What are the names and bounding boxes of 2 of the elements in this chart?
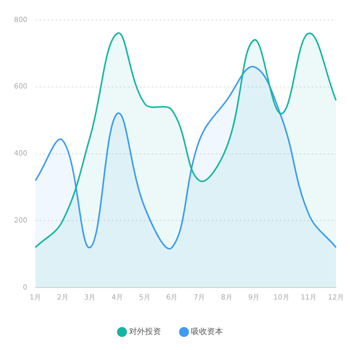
- legend-label: 吸收资本: [191, 327, 223, 336]
- legend-label: 对外投资: [129, 327, 161, 336]
